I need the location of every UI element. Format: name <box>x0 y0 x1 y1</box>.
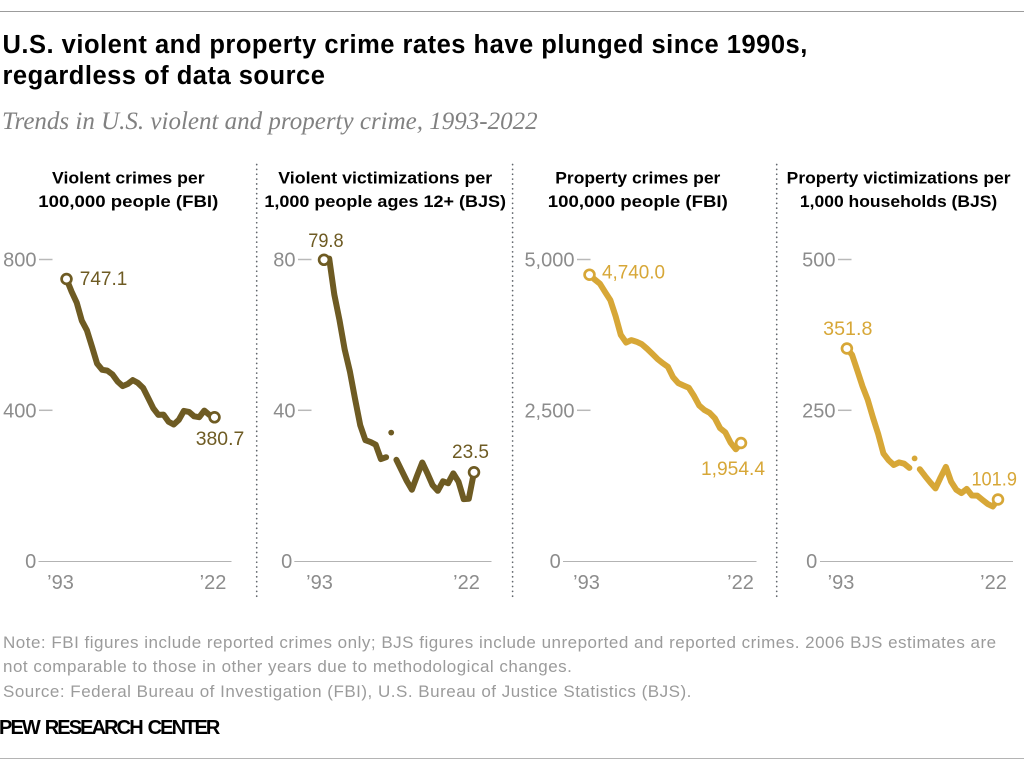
svg-text:’93: ’93 <box>47 572 74 594</box>
svg-text:Violent crimes per: Violent crimes per <box>52 169 205 188</box>
svg-text:’22: ’22 <box>453 572 480 594</box>
svg-text:500: 500 <box>802 250 835 272</box>
svg-text:100,000 people (FBI): 100,000 people (FBI) <box>38 192 218 211</box>
svg-text:747.1: 747.1 <box>80 268 128 290</box>
svg-text:2,500: 2,500 <box>524 400 574 422</box>
svg-text:100,000 people (FBI): 100,000 people (FBI) <box>548 192 728 211</box>
svg-text:1,954.4: 1,954.4 <box>701 458 765 480</box>
svg-text:0: 0 <box>281 551 292 573</box>
svg-text:79.8: 79.8 <box>308 230 343 252</box>
svg-text:23.5: 23.5 <box>452 441 489 463</box>
svg-text:0: 0 <box>25 551 36 573</box>
svg-text:1,000 households (BJS): 1,000 households (BJS) <box>800 192 997 211</box>
svg-text:40: 40 <box>273 400 295 422</box>
svg-text:380.7: 380.7 <box>196 428 245 450</box>
svg-text:’93: ’93 <box>828 572 855 594</box>
svg-text:’22: ’22 <box>980 572 1007 594</box>
svg-text:’93: ’93 <box>573 572 600 594</box>
svg-text:101.9: 101.9 <box>971 468 1017 490</box>
svg-text:’93: ’93 <box>306 572 333 594</box>
svg-text:Property victimizations per: Property victimizations per <box>787 169 1011 188</box>
svg-text:0: 0 <box>550 551 561 573</box>
svg-text:’22: ’22 <box>200 572 227 594</box>
svg-text:1,000 people ages 12+ (BJS): 1,000 people ages 12+ (BJS) <box>264 192 506 211</box>
svg-text:80: 80 <box>273 250 295 272</box>
svg-text:0: 0 <box>806 551 817 573</box>
svg-text:5,000: 5,000 <box>524 250 574 272</box>
svg-text:800: 800 <box>3 250 36 272</box>
svg-text:Violent victimizations per: Violent victimizations per <box>278 169 492 188</box>
svg-text:400: 400 <box>3 400 36 422</box>
svg-text:351.8: 351.8 <box>823 318 872 340</box>
svg-text:250: 250 <box>802 400 835 422</box>
svg-text:4,740.0: 4,740.0 <box>602 262 665 284</box>
svg-text:’22: ’22 <box>727 572 754 594</box>
svg-text:Property crimes per: Property crimes per <box>555 169 720 188</box>
